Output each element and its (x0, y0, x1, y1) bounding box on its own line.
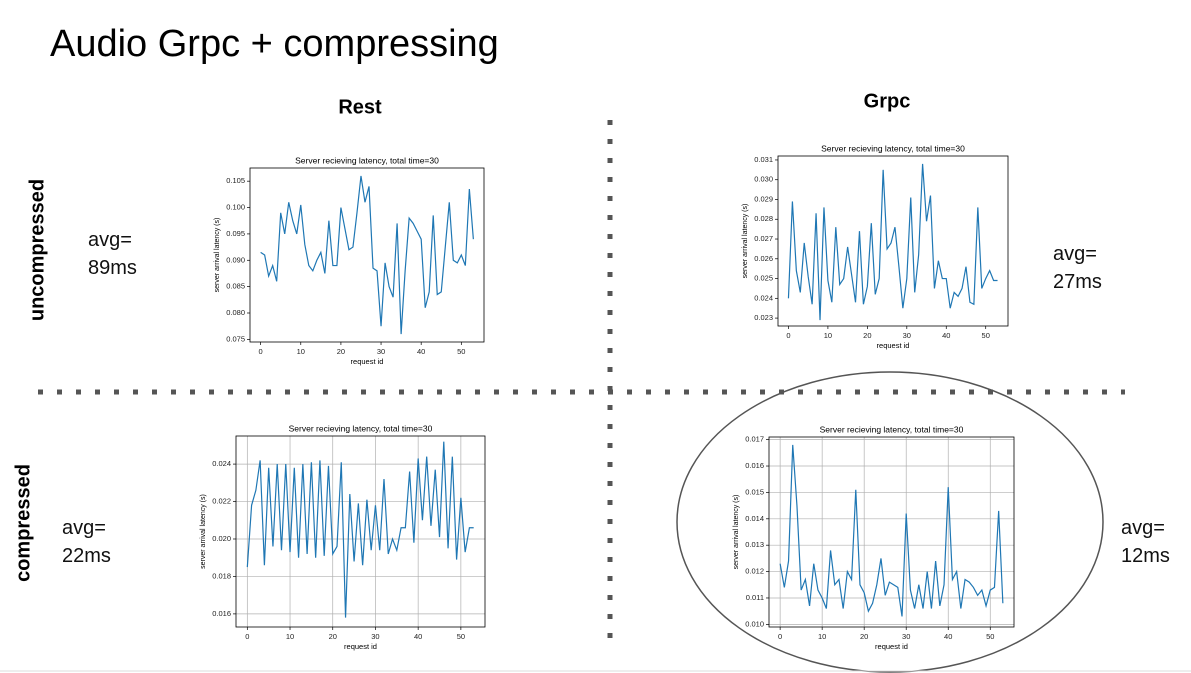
y-tick-label: 0.029 (754, 194, 773, 203)
x-tick-label: 30 (377, 347, 385, 356)
plot-frame (249, 167, 485, 343)
avg-label: avg= 89ms (88, 229, 137, 279)
x-tick-label: 20 (860, 632, 868, 641)
y-tick-label: 0.024 (212, 459, 231, 468)
y-tick-label: 0.080 (226, 308, 245, 317)
x-tick-label: 10 (818, 632, 826, 641)
y-tick-label: 0.018 (212, 571, 231, 580)
data-line (246, 441, 474, 618)
x-axis-label: request id (877, 341, 910, 350)
y-tick-label: 0.027 (754, 234, 773, 243)
plot-area (769, 437, 1014, 627)
data-line (787, 163, 998, 321)
plot-frame (768, 436, 1015, 628)
y-tick-label: 0.022 (212, 497, 231, 506)
y-tick-label: 0.023 (754, 313, 773, 322)
x-tick-label: 30 (903, 331, 911, 340)
y-tick-label: 0.025 (754, 274, 773, 283)
plot-frame (777, 155, 1009, 327)
y-tick-label: 0.011 (746, 593, 764, 602)
chart-title: Server recieving latency, total time=30 (821, 143, 965, 153)
x-tick-label: 50 (986, 632, 994, 641)
y-tick-label: 0.012 (745, 567, 764, 576)
y-axis-label: server arrival latency (s) (200, 494, 207, 569)
avg-label: avg= 27ms (1053, 243, 1102, 293)
y-tick-label: 0.024 (754, 293, 773, 302)
y-tick-label: 0.020 (212, 534, 231, 543)
x-tick-label: 20 (863, 331, 871, 340)
x-tick-label: 0 (259, 347, 263, 356)
y-tick-label: 0.016 (745, 461, 764, 470)
y-tick-label: 0.030 (754, 175, 773, 184)
y-tick-label: 0.031 (754, 155, 773, 164)
column-header: Grpc (864, 90, 911, 112)
row-header: compressed (12, 464, 34, 582)
y-tick-label: 0.026 (754, 254, 773, 263)
y-tick-label: 0.014 (745, 514, 764, 523)
y-tick-label: 0.075 (226, 334, 245, 343)
data-line (779, 444, 1004, 617)
x-tick-label: 40 (414, 632, 422, 641)
y-tick-label: 0.100 (226, 203, 245, 212)
x-axis-label: request id (344, 642, 377, 651)
x-axis-label: request id (875, 642, 908, 651)
y-tick-label: 0.017 (745, 435, 764, 444)
x-tick-label: 30 (902, 632, 910, 641)
y-axis-label: server arrival latency (s) (214, 218, 221, 293)
y-tick-label: 0.028 (754, 214, 773, 223)
x-tick-label: 10 (297, 347, 305, 356)
x-tick-label: 40 (944, 632, 952, 641)
highlight-ellipse (676, 371, 1104, 673)
y-tick-label: 0.016 (212, 609, 231, 618)
x-tick-label: 50 (457, 632, 465, 641)
x-tick-label: 40 (417, 347, 425, 356)
avg-label: avg= 22ms (62, 517, 111, 567)
x-tick-label: 0 (245, 632, 249, 641)
x-tick-label: 30 (371, 632, 379, 641)
y-tick-label: 0.105 (226, 176, 245, 185)
x-tick-label: 50 (457, 347, 465, 356)
x-tick-label: 20 (329, 632, 337, 641)
x-tick-label: 40 (942, 331, 950, 340)
x-tick-label: 50 (982, 331, 990, 340)
row-header: uncompressed (26, 179, 48, 321)
x-tick-label: 0 (786, 331, 790, 340)
x-tick-label: 10 (824, 331, 832, 340)
y-axis-label: server arrival latency (s) (742, 204, 749, 279)
column-header: Rest (338, 96, 382, 118)
y-tick-label: 0.015 (745, 487, 764, 496)
chart-title: Server recieving latency, total time=30 (820, 424, 964, 434)
y-tick-label: 0.085 (226, 282, 245, 291)
avg-label: avg= 12ms (1121, 517, 1170, 567)
plot-frame (235, 435, 486, 628)
data-line (260, 175, 474, 335)
x-tick-label: 10 (286, 632, 294, 641)
y-tick-label: 0.095 (226, 229, 245, 238)
chart-title: Server recieving latency, total time=30 (295, 155, 439, 165)
x-tick-label: 0 (778, 632, 782, 641)
slide-title: Audio Grpc + compressing (50, 23, 499, 65)
y-axis-label: server arrival latency (s) (733, 495, 740, 570)
y-tick-label: 0.010 (745, 619, 764, 628)
y-tick-label: 0.090 (226, 255, 245, 264)
chart-title: Server recieving latency, total time=30 (289, 423, 433, 433)
x-axis-label: request id (351, 357, 384, 366)
y-tick-label: 0.013 (745, 540, 764, 549)
x-tick-label: 20 (337, 347, 345, 356)
